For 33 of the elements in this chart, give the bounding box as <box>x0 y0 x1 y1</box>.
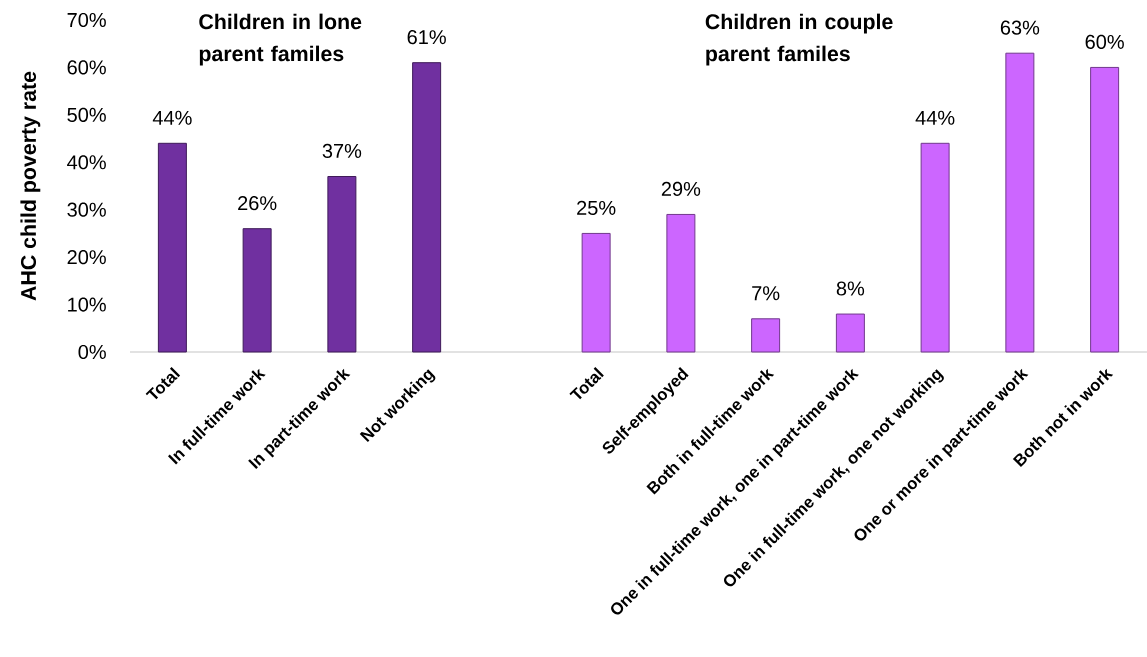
y-tick-label: 10% <box>68 297 106 312</box>
bar <box>242 228 272 353</box>
y-tick-label: 30% <box>67 202 106 217</box>
data-label: 8% <box>836 281 865 296</box>
data-label: 44% <box>915 110 955 125</box>
bar <box>1005 52 1035 353</box>
y-axis-title: AHC child poverty rate <box>20 71 41 301</box>
data-label: 60% <box>1085 34 1124 49</box>
bar <box>920 142 950 353</box>
data-label: 7% <box>752 286 780 301</box>
bar <box>412 62 442 353</box>
annotation: Children in lone parent familes <box>199 13 362 66</box>
bar <box>1090 66 1120 353</box>
y-tick-label: 60% <box>67 60 106 75</box>
y-tick-label: 40% <box>67 155 106 170</box>
data-label: 29% <box>661 181 701 196</box>
data-label: 63% <box>1000 20 1040 35</box>
bar <box>581 232 611 353</box>
y-tick-label: 70% <box>67 12 106 28</box>
data-label: 25% <box>577 200 616 215</box>
y-tick-label: 50% <box>67 107 106 122</box>
annotation: Children in couple parent familes <box>705 13 893 66</box>
data-label: 44% <box>152 110 192 125</box>
y-tick-label: 20% <box>67 250 106 265</box>
bar <box>666 213 696 353</box>
data-label: 26% <box>238 196 277 211</box>
data-label: 37% <box>322 143 362 159</box>
bar <box>835 313 865 353</box>
bar <box>327 176 357 353</box>
bar <box>157 142 187 353</box>
data-label: 61% <box>407 30 446 45</box>
y-tick-label: 0% <box>78 344 106 360</box>
bar <box>751 318 781 353</box>
